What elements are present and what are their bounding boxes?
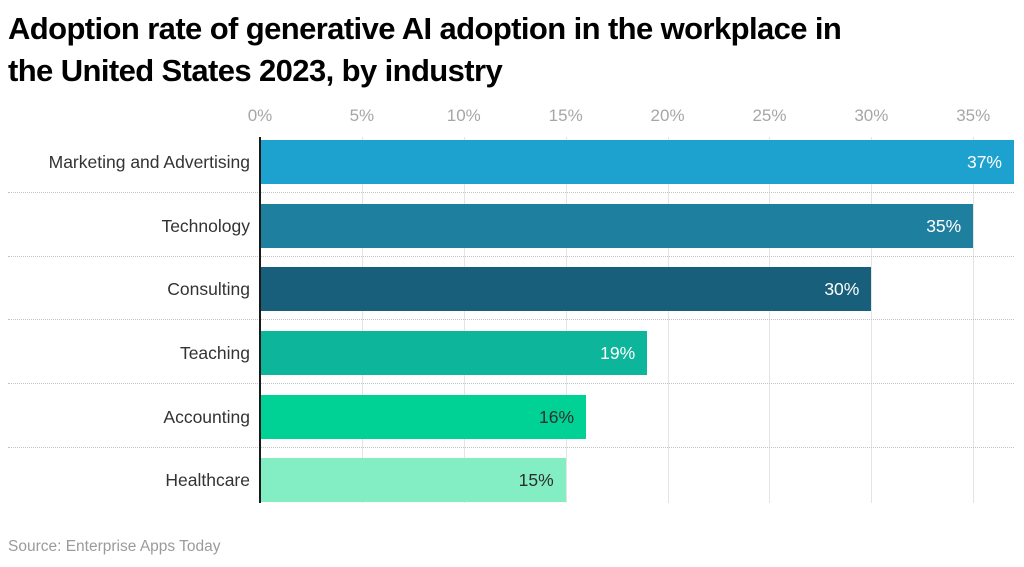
value-label: 35%	[926, 215, 962, 236]
gridline	[871, 137, 873, 503]
value-label: 19%	[600, 342, 636, 363]
value-label: 37%	[966, 151, 1002, 172]
category-label: Technology	[161, 216, 250, 236]
gridline	[769, 137, 771, 503]
bar-row: Consulting 30%	[0, 267, 1014, 311]
bar-accounting: 16%	[260, 395, 587, 439]
bar-healthcare: 15%	[260, 458, 566, 502]
x-axis-ticks: 0% 5% 10% 15% 20% 25% 30% 35%	[248, 106, 1014, 130]
x-tick-label: 15%	[548, 106, 583, 125]
gridline	[463, 137, 465, 503]
chart-title: Adoption rate of generative AI adoption …	[8, 8, 1016, 92]
category-label: Teaching	[179, 343, 250, 363]
x-tick-label: 10%	[446, 106, 481, 125]
bar-row: Technology 35%	[0, 204, 1014, 248]
chart-title-line-1: Adoption rate of generative AI adoption …	[8, 11, 842, 46]
bar-area: 15%	[260, 458, 1014, 502]
bar-marketing-and-advertising: 37%	[260, 140, 1014, 184]
y-axis-line	[259, 137, 261, 503]
bar-row: Marketing and Advertising 37%	[0, 140, 1014, 184]
row-separator	[8, 383, 1014, 384]
x-tick-label: 0%	[247, 106, 273, 125]
bar-area: 35%	[260, 204, 1014, 248]
bar-area: 19%	[260, 331, 1014, 375]
bar-technology: 35%	[260, 204, 974, 248]
row-separator	[8, 319, 1014, 320]
bar-area: 16%	[260, 395, 1014, 439]
bar-row: Teaching 19%	[0, 331, 1014, 375]
row-separator	[8, 192, 1014, 193]
value-label: 15%	[518, 469, 554, 490]
bar-area: 37%	[260, 140, 1014, 184]
x-tick-label: 5%	[349, 106, 375, 125]
bar-area: 30%	[260, 267, 1014, 311]
row-separator	[8, 256, 1014, 257]
category-label: Consulting	[167, 279, 250, 299]
source-text: Source: Enterprise Apps Today	[8, 538, 221, 555]
row-separator	[8, 447, 1014, 448]
gridline	[361, 137, 363, 503]
x-tick-label: 25%	[752, 106, 787, 125]
gridline	[565, 137, 567, 503]
category-label: Accounting	[163, 407, 250, 427]
x-tick-label: 30%	[854, 106, 889, 125]
category-label: Marketing and Advertising	[48, 152, 250, 172]
gridline	[973, 137, 975, 503]
x-tick-label: 35%	[956, 106, 991, 125]
gridline	[667, 137, 669, 503]
bar-consulting: 30%	[260, 267, 872, 311]
chart-title-line-2: the United States 2023, by industry	[8, 53, 503, 88]
bar-row: Accounting 16%	[0, 395, 1014, 439]
value-label: 30%	[824, 278, 860, 299]
gridlines	[260, 137, 1014, 503]
x-tick-label: 20%	[650, 106, 685, 125]
category-label: Healthcare	[165, 470, 250, 490]
bar-row: Healthcare 15%	[0, 458, 1014, 502]
bar-teaching: 19%	[260, 331, 648, 375]
value-label: 16%	[539, 406, 575, 427]
